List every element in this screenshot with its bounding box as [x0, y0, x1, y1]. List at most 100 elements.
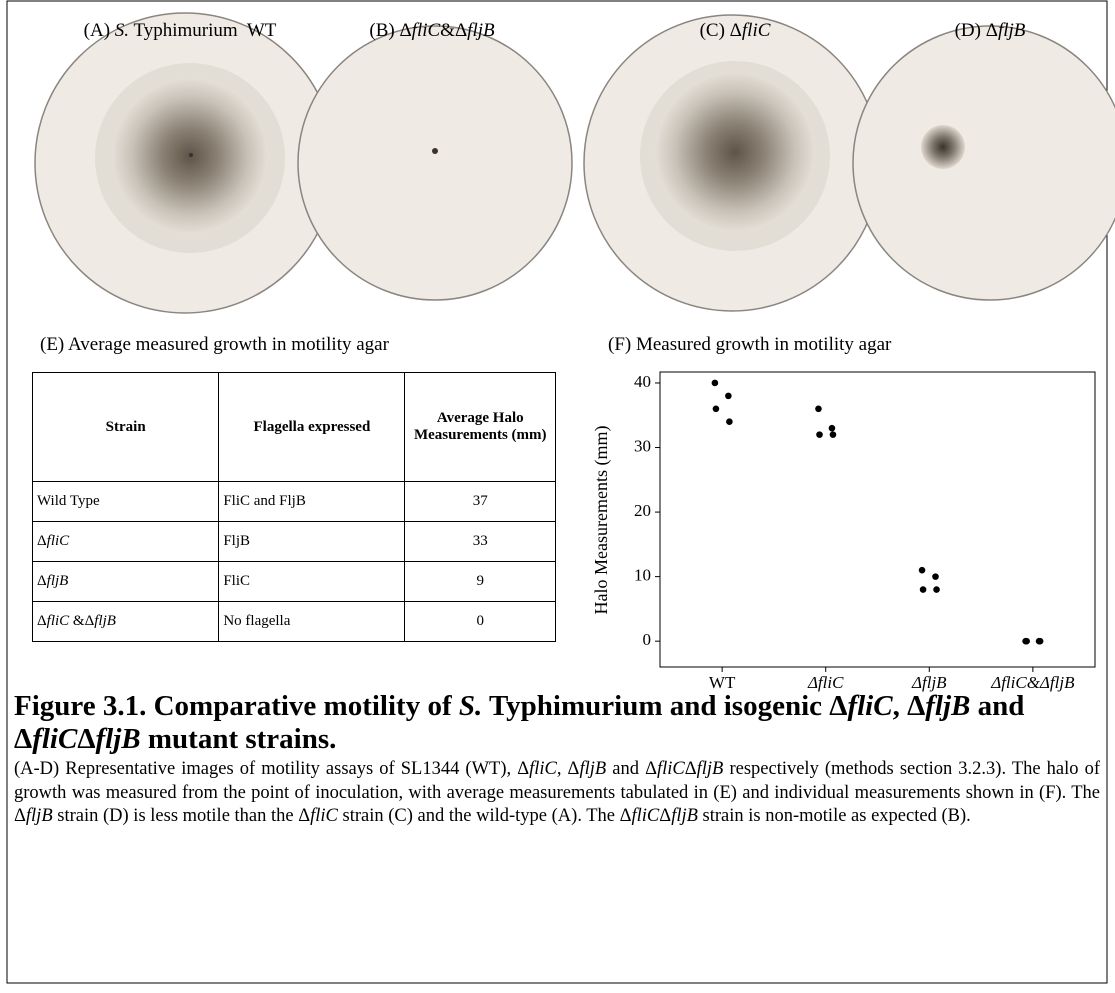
text-run: (C) Δ [699, 20, 742, 41]
header-cell: Strain [31, 372, 220, 482]
text-run: fljB [997, 20, 1026, 41]
figure-frame [6, 0, 1108, 984]
text-run: fliC [310, 806, 338, 826]
text-run: S. [458, 690, 483, 722]
data-point [918, 566, 926, 574]
plate-title: (B) ΔfliC&ΔfljB [369, 20, 494, 42]
text-run: Δ [37, 533, 47, 549]
data-point [815, 405, 822, 413]
table-cell: 33 [404, 521, 556, 562]
text-run: fliC [631, 806, 660, 826]
halo-table: Strain Flagella expressed Average Halo Mea… [31, 372, 556, 642]
y-tick-label: 20 [634, 501, 651, 520]
text-run: (A-D) Representative images of motility … [14, 759, 530, 779]
text-run: Δ [684, 759, 697, 779]
text-run: fljB [696, 759, 724, 779]
table-cell: 0 [404, 601, 556, 642]
text-run: , Δ [892, 690, 926, 722]
header-cell: Flagella expressed [218, 372, 406, 482]
y-axis-label: Halo Measurements (mm) [591, 426, 612, 615]
table-cell: 9 [404, 561, 556, 602]
y-tick-label: 30 [634, 436, 651, 455]
data-point [933, 586, 940, 593]
text-run: and Δ [606, 759, 657, 779]
plate-title: (C) ΔfliC [700, 20, 771, 42]
data-point [725, 392, 732, 400]
text-run: respectively (methods section 3.2.3). Th… [14, 759, 1105, 826]
table-cell: FljB [218, 521, 406, 562]
table-row: ΔfliC &ΔfljB No flagella 0 [31, 601, 556, 642]
table-cell: No flagella [218, 601, 406, 642]
text-run: fljB [925, 690, 971, 722]
table-header-row: Strain Flagella expressed Average Halo Mea… [31, 372, 556, 482]
figure-title: Figure 3.1. Comparative motility of S. T… [14, 690, 1099, 756]
plot-frame [659, 371, 1096, 668]
plate-b [297, 25, 573, 301]
text-run: Δ [77, 723, 96, 755]
text-run: FljB [223, 533, 251, 549]
y-tick-label: 0 [643, 630, 652, 649]
text-run: fljB [671, 806, 698, 826]
data-point [932, 573, 939, 580]
text-run: fljB [46, 573, 69, 589]
x-tick-label: ΔfliC&ΔfljB [990, 673, 1075, 692]
text-run: fliC [46, 533, 70, 549]
text-run: fljB [467, 20, 495, 41]
text-run: fliC [46, 613, 70, 629]
text-run: Δ [37, 613, 47, 629]
plate-c [583, 14, 881, 312]
table-cell: 37 [404, 481, 556, 522]
plate-d [852, 25, 1115, 301]
text-run: fljB [95, 723, 141, 755]
table-cell: ΔfljB [31, 561, 220, 602]
text-run: (B) Δ [369, 20, 412, 41]
data-point [726, 418, 733, 426]
text-run: strain is non-motile as expected (B). [697, 806, 971, 826]
text-run: (D) Δ [954, 20, 998, 41]
text-run: &Δ [69, 613, 95, 629]
text-run: strain (C) and the wild-type (A). The Δ [337, 806, 632, 826]
text-run: fliC [847, 690, 893, 722]
table-cell: Wild Type [31, 481, 220, 522]
table-row: ΔfljB FliC 9 [31, 561, 556, 602]
data-point [1036, 637, 1044, 645]
x-tick-label: WT [709, 673, 736, 692]
text-run: strain (D) is less motile than the Δ [52, 806, 311, 826]
text-run: Typhimurium WT [129, 20, 277, 41]
text-run: and Δ [14, 690, 1032, 755]
table-cell: ΔfliC [31, 521, 220, 562]
figure-caption: (A-D) Representative images of motility … [14, 758, 1100, 829]
text-run: fliC [411, 20, 441, 41]
table-cell: ΔfliC &ΔfljB [31, 601, 220, 642]
text-run: fljB [579, 759, 607, 779]
header-cell: Average Halo Measurements (mm) [404, 372, 556, 482]
text-run: S. [114, 20, 130, 41]
x-tick-label: ΔfljB [911, 673, 947, 692]
text-run: fliC [529, 759, 557, 779]
data-point [1023, 637, 1030, 645]
plate-a [34, 12, 336, 314]
text-run: Wild Type [37, 493, 100, 509]
text-run: fliC [656, 759, 685, 779]
text-run: &Δ [440, 20, 468, 41]
text-run: FliC and FljB [223, 493, 306, 509]
text-run: FliC [223, 573, 251, 589]
text-run: mutant strains. [140, 723, 337, 755]
x-tick-label: ΔfliC [807, 673, 844, 692]
text-run: (A) [83, 20, 115, 41]
text-run: Typhimurium and isogenic Δ [482, 690, 848, 722]
table-cell: FliC and FljB [218, 481, 406, 522]
y-tick-label: 10 [634, 566, 651, 585]
data-point [919, 586, 927, 593]
data-point [816, 431, 823, 438]
text-run: fljB [25, 806, 53, 826]
text-run: No flagella [223, 613, 291, 629]
y-tick-label: 40 [634, 372, 651, 391]
table-row: ΔfliC FljB 33 [31, 521, 556, 562]
data-point [829, 431, 837, 438]
text-run: , Δ [556, 759, 580, 779]
plate-title: (A) S. Typhimurium WT [84, 20, 277, 42]
data-point [712, 405, 720, 413]
